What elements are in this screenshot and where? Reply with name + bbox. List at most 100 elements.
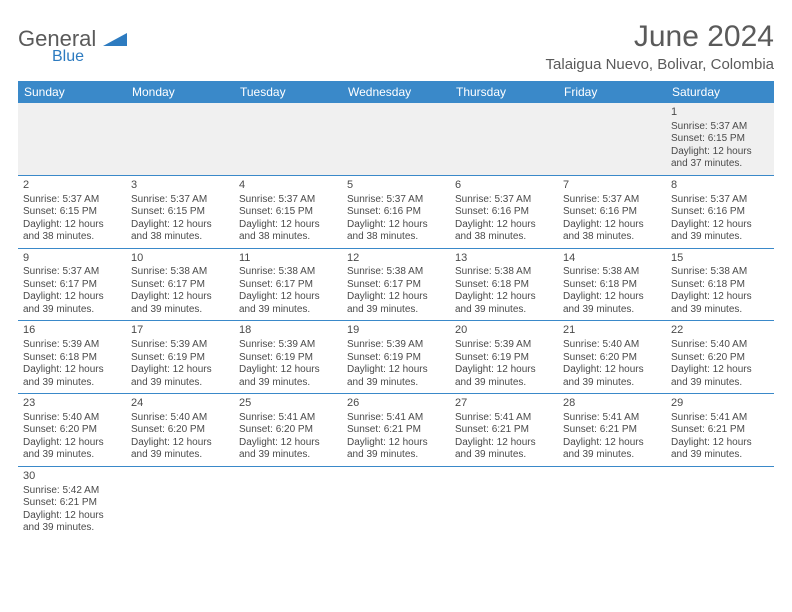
day-number: 3 [131,179,229,193]
sunset-text: Sunset: 6:17 PM [23,279,121,292]
daylight-text: and 38 minutes. [455,231,553,244]
sunset-text: Sunset: 6:21 PM [23,497,121,510]
month-title: June 2024 [546,20,774,54]
calendar-cell: 10Sunrise: 5:38 AMSunset: 6:17 PMDayligh… [126,248,234,321]
sunset-text: Sunset: 6:20 PM [239,424,337,437]
title-block: June 2024 Talaigua Nuevo, Bolivar, Colom… [546,20,774,73]
daylight-text: and 39 minutes. [455,449,553,462]
daylight-text: Daylight: 12 hours [131,219,229,232]
sunrise-text: Sunrise: 5:38 AM [347,266,445,279]
day-number: 27 [455,397,553,411]
sunrise-text: Sunrise: 5:42 AM [23,485,121,498]
daylight-text: Daylight: 12 hours [563,291,661,304]
daylight-text: and 39 minutes. [239,304,337,317]
sunrise-text: Sunrise: 5:39 AM [455,339,553,352]
sunset-text: Sunset: 6:16 PM [563,206,661,219]
sunset-text: Sunset: 6:16 PM [455,206,553,219]
sunset-text: Sunset: 6:15 PM [239,206,337,219]
daylight-text: Daylight: 12 hours [455,291,553,304]
day-number: 21 [563,324,661,338]
sunrise-text: Sunrise: 5:39 AM [131,339,229,352]
daylight-text: and 39 minutes. [563,304,661,317]
weekday-header: Monday [126,81,234,103]
calendar-table: SundayMondayTuesdayWednesdayThursdayFrid… [18,81,774,539]
calendar-cell [342,103,450,175]
daylight-text: and 39 minutes. [671,231,769,244]
daylight-text: Daylight: 12 hours [23,510,121,523]
daylight-text: Daylight: 12 hours [131,364,229,377]
day-number: 17 [131,324,229,338]
day-number: 8 [671,179,769,193]
sunset-text: Sunset: 6:19 PM [131,352,229,365]
sunrise-text: Sunrise: 5:38 AM [563,266,661,279]
daylight-text: Daylight: 12 hours [239,437,337,450]
calendar-cell: 2Sunrise: 5:37 AMSunset: 6:15 PMDaylight… [18,175,126,248]
calendar-cell: 9Sunrise: 5:37 AMSunset: 6:17 PMDaylight… [18,248,126,321]
day-number: 26 [347,397,445,411]
daylight-text: and 39 minutes. [23,449,121,462]
calendar-cell: 1Sunrise: 5:37 AMSunset: 6:15 PMDaylight… [666,103,774,175]
daylight-text: Daylight: 12 hours [23,437,121,450]
sunrise-text: Sunrise: 5:38 AM [455,266,553,279]
daylight-text: and 39 minutes. [239,449,337,462]
daylight-text: and 39 minutes. [455,377,553,390]
sunrise-text: Sunrise: 5:37 AM [671,194,769,207]
calendar-cell [126,103,234,175]
weekday-header: Sunday [18,81,126,103]
sunrise-text: Sunrise: 5:40 AM [563,339,661,352]
calendar-row: 1Sunrise: 5:37 AMSunset: 6:15 PMDaylight… [18,103,774,175]
calendar-cell: 25Sunrise: 5:41 AMSunset: 6:20 PMDayligh… [234,394,342,467]
day-number: 4 [239,179,337,193]
calendar-cell [126,466,234,538]
sunrise-text: Sunrise: 5:37 AM [347,194,445,207]
day-number: 19 [347,324,445,338]
daylight-text: Daylight: 12 hours [671,364,769,377]
sunrise-text: Sunrise: 5:40 AM [671,339,769,352]
daylight-text: and 38 minutes. [23,231,121,244]
daylight-text: and 39 minutes. [671,449,769,462]
daylight-text: and 39 minutes. [239,377,337,390]
daylight-text: and 39 minutes. [131,377,229,390]
sunset-text: Sunset: 6:19 PM [239,352,337,365]
calendar-cell [450,466,558,538]
sunset-text: Sunset: 6:18 PM [671,279,769,292]
sunrise-text: Sunrise: 5:39 AM [347,339,445,352]
daylight-text: Daylight: 12 hours [239,219,337,232]
sunset-text: Sunset: 6:21 PM [455,424,553,437]
daylight-text: Daylight: 12 hours [671,437,769,450]
daylight-text: and 39 minutes. [23,522,121,535]
calendar-cell: 20Sunrise: 5:39 AMSunset: 6:19 PMDayligh… [450,321,558,394]
daylight-text: Daylight: 12 hours [23,219,121,232]
sunrise-text: Sunrise: 5:37 AM [23,194,121,207]
daylight-text: Daylight: 12 hours [671,219,769,232]
sunset-text: Sunset: 6:15 PM [671,133,769,146]
sunrise-text: Sunrise: 5:37 AM [455,194,553,207]
calendar-cell: 26Sunrise: 5:41 AMSunset: 6:21 PMDayligh… [342,394,450,467]
daylight-text: Daylight: 12 hours [671,146,769,159]
sunrise-text: Sunrise: 5:38 AM [671,266,769,279]
sunset-text: Sunset: 6:17 PM [131,279,229,292]
day-number: 13 [455,252,553,266]
calendar-body: 1Sunrise: 5:37 AMSunset: 6:15 PMDaylight… [18,103,774,539]
daylight-text: Daylight: 12 hours [563,437,661,450]
daylight-text: and 39 minutes. [23,304,121,317]
sunset-text: Sunset: 6:21 PM [347,424,445,437]
calendar-cell: 18Sunrise: 5:39 AMSunset: 6:19 PMDayligh… [234,321,342,394]
daylight-text: and 39 minutes. [671,377,769,390]
daylight-text: Daylight: 12 hours [455,364,553,377]
sunrise-text: Sunrise: 5:39 AM [239,339,337,352]
calendar-cell [450,103,558,175]
sunset-text: Sunset: 6:21 PM [563,424,661,437]
calendar-row: 23Sunrise: 5:40 AMSunset: 6:20 PMDayligh… [18,394,774,467]
weekday-header: Wednesday [342,81,450,103]
daylight-text: Daylight: 12 hours [347,219,445,232]
sunrise-text: Sunrise: 5:37 AM [239,194,337,207]
calendar-cell: 21Sunrise: 5:40 AMSunset: 6:20 PMDayligh… [558,321,666,394]
weekday-header: Saturday [666,81,774,103]
sunset-text: Sunset: 6:17 PM [239,279,337,292]
day-number: 20 [455,324,553,338]
sunrise-text: Sunrise: 5:38 AM [131,266,229,279]
calendar-cell: 23Sunrise: 5:40 AMSunset: 6:20 PMDayligh… [18,394,126,467]
daylight-text: and 39 minutes. [347,304,445,317]
weekday-header-row: SundayMondayTuesdayWednesdayThursdayFrid… [18,81,774,103]
